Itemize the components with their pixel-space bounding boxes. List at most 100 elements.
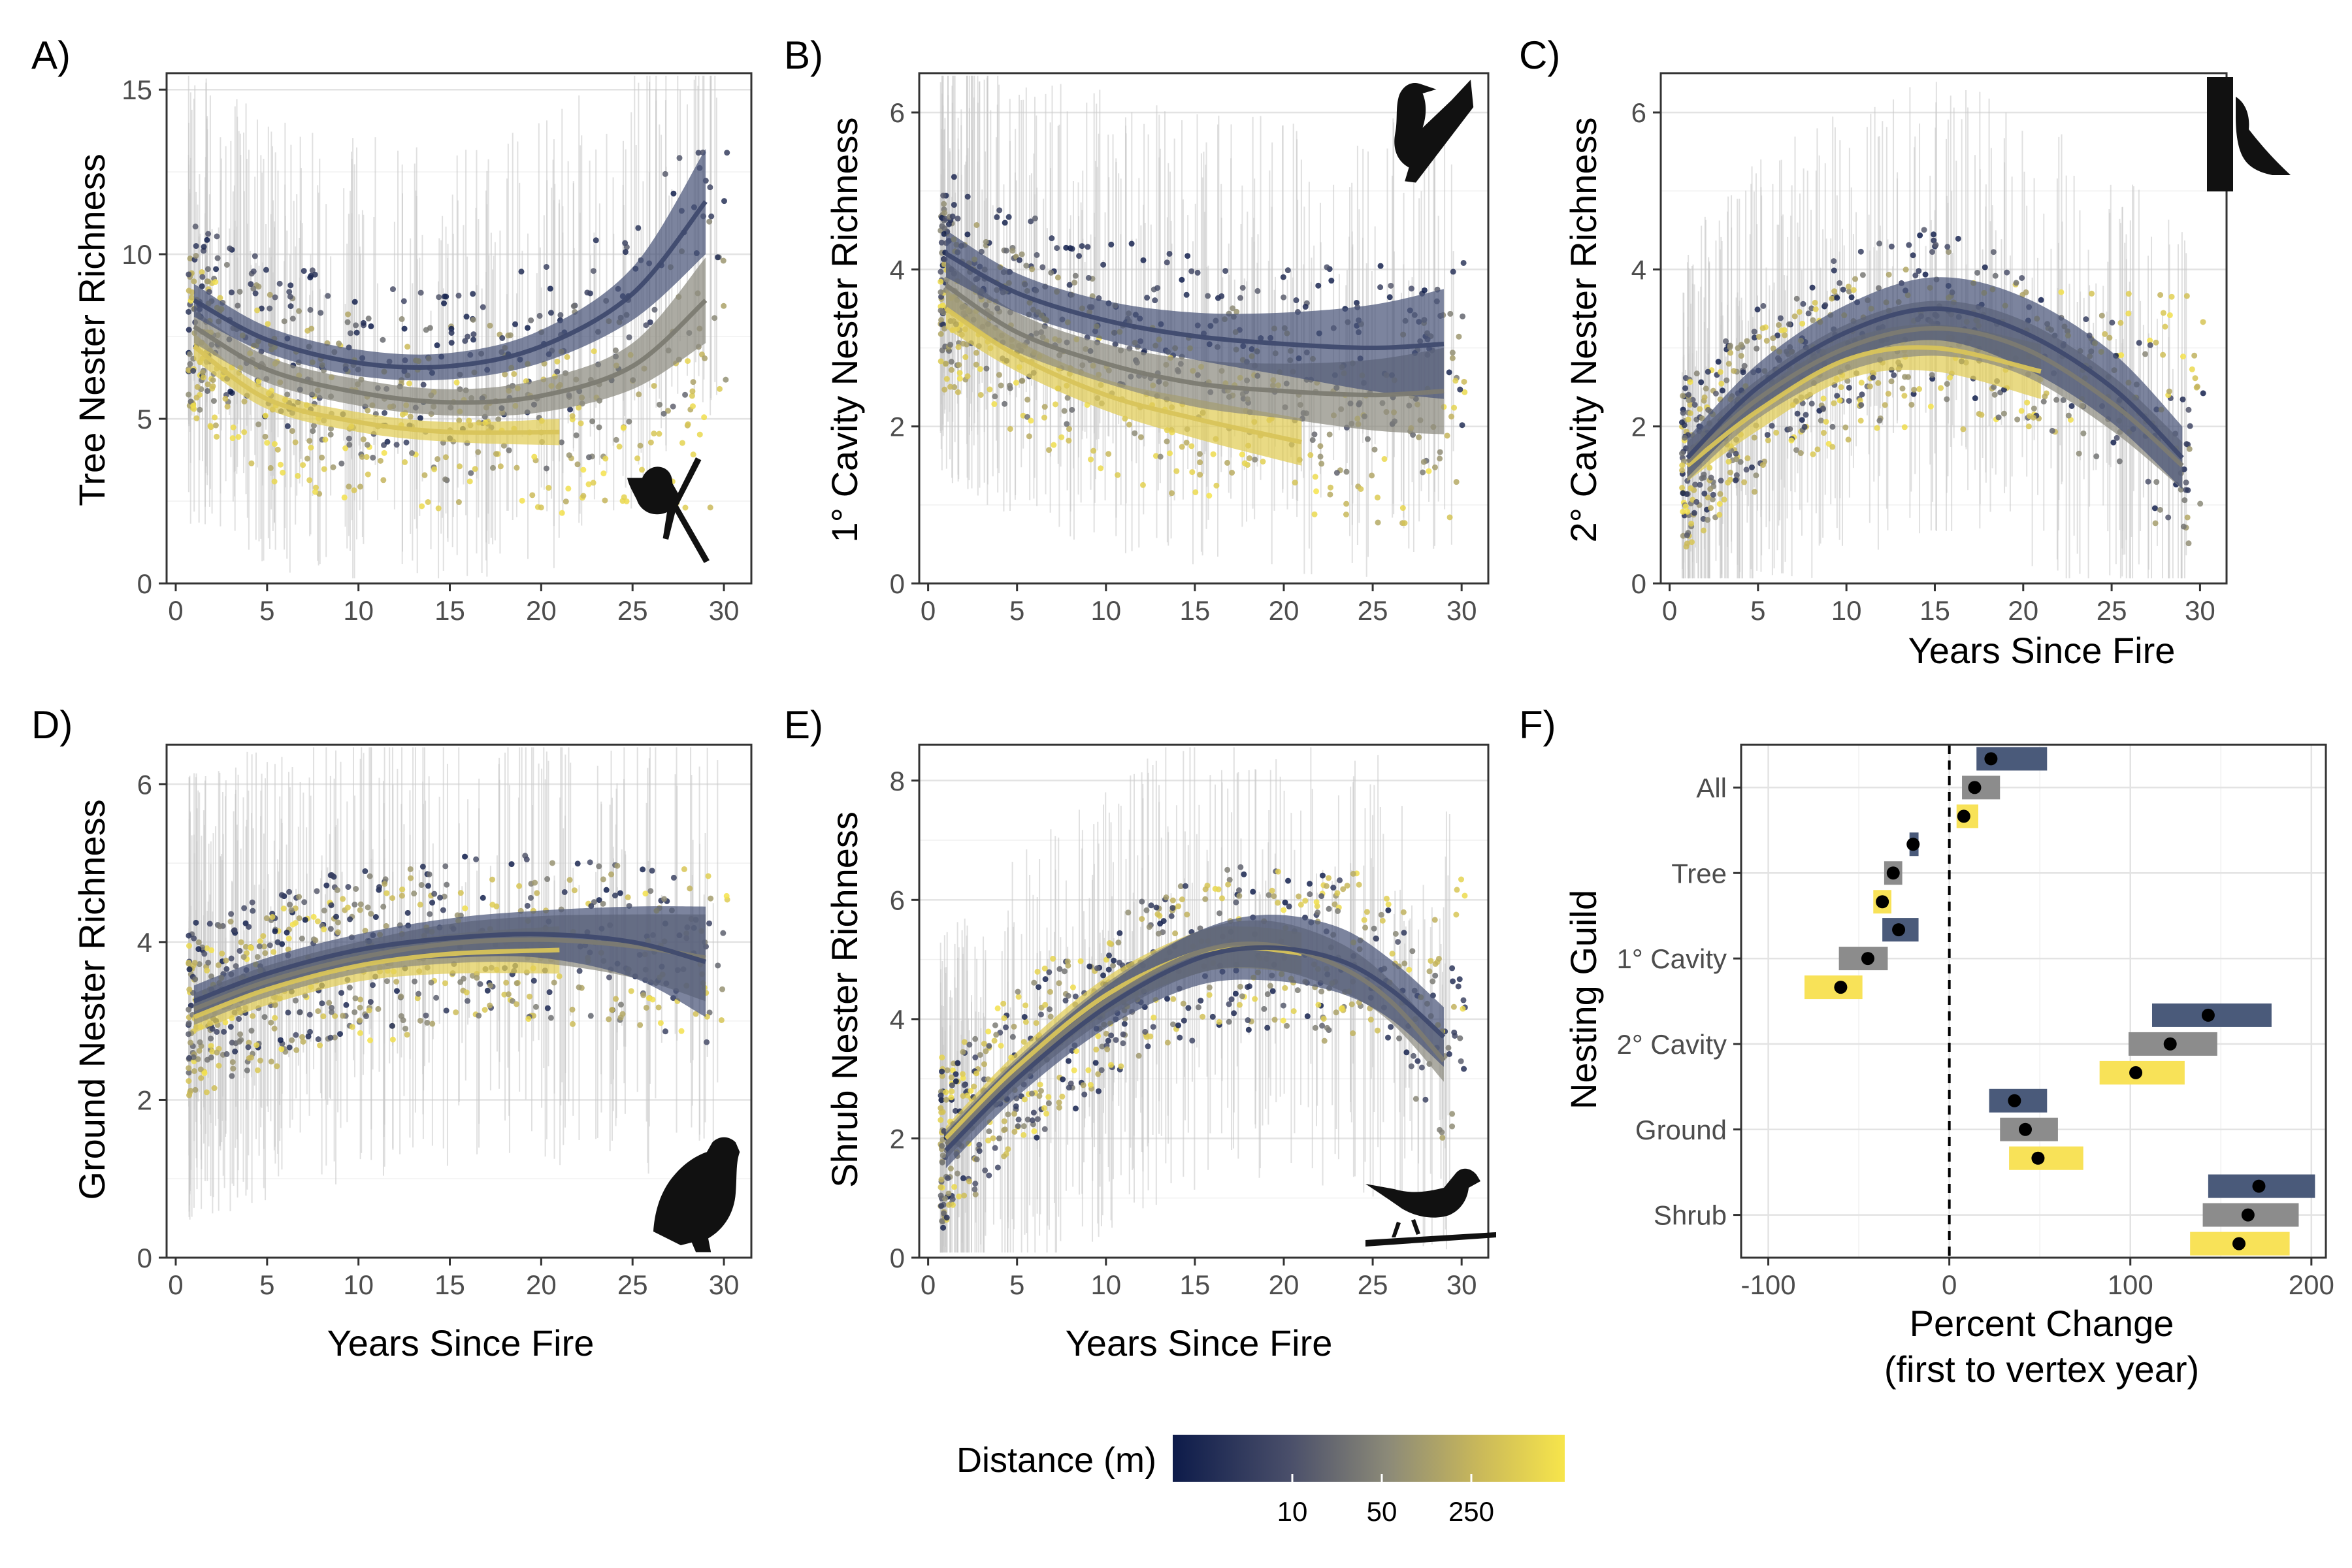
- raw-data-point: [1726, 452, 1733, 459]
- raw-data-point: [2125, 310, 2132, 317]
- raw-data-point: [1317, 443, 1324, 449]
- raw-data-point: [1005, 214, 1012, 220]
- raw-data-point: [417, 289, 424, 296]
- x-tick-label: 25: [1358, 1269, 1388, 1300]
- y-tick-label: 0: [890, 1243, 905, 1273]
- raw-data-point: [1169, 905, 1176, 911]
- raw-data-point: [587, 859, 593, 866]
- raw-data-point: [1175, 1022, 1182, 1028]
- raw-data-point: [271, 441, 278, 448]
- raw-data-point: [1155, 930, 1162, 937]
- raw-data-point: [1079, 243, 1085, 250]
- raw-data-point: [596, 897, 602, 904]
- raw-data-point: [620, 425, 627, 431]
- raw-data-point: [407, 414, 414, 420]
- raw-data-point: [719, 986, 726, 992]
- raw-data-point: [617, 1002, 624, 1008]
- raw-data-point: [1725, 480, 1731, 486]
- raw-data-point: [1059, 1093, 1066, 1100]
- raw-data-point: [959, 1071, 966, 1077]
- raw-data-point: [345, 311, 351, 318]
- raw-data-point: [972, 1191, 979, 1198]
- raw-data-point: [1912, 272, 1919, 279]
- raw-data-point: [193, 253, 199, 259]
- raw-data-point: [1362, 924, 1369, 931]
- raw-data-point: [1687, 379, 1693, 385]
- confidence-ribbon-far: [1687, 324, 2041, 482]
- raw-data-point: [1113, 1037, 1119, 1043]
- raw-data-point: [1319, 872, 1326, 879]
- raw-data-point: [1350, 1030, 1356, 1037]
- raw-data-point: [2114, 434, 2120, 441]
- raw-data-point: [210, 377, 216, 384]
- raw-data-point: [399, 411, 406, 417]
- raw-data-point: [947, 1166, 954, 1172]
- raw-data-point: [325, 293, 331, 299]
- raw-data-point: [302, 917, 308, 923]
- raw-data-point: [332, 1013, 338, 1019]
- raw-data-point: [1315, 282, 1322, 289]
- raw-data-point: [670, 874, 677, 881]
- raw-data-point: [484, 987, 491, 994]
- fitted-line-near: [944, 945, 1446, 1152]
- raw-data-point: [580, 493, 587, 499]
- raw-data-point: [1334, 890, 1341, 896]
- raw-data-point: [690, 451, 696, 458]
- raw-data-point: [1033, 1020, 1039, 1026]
- raw-data-point: [409, 450, 416, 457]
- raw-data-point: [1385, 901, 1392, 907]
- raw-data-point: [1413, 1096, 1419, 1102]
- raw-data-point: [286, 889, 293, 895]
- raw-data-point: [463, 314, 470, 320]
- raw-data-point: [2200, 390, 2206, 397]
- raw-data-point: [295, 472, 301, 479]
- raw-data-point: [287, 303, 294, 310]
- raw-data-point: [210, 383, 216, 389]
- raw-data-point: [1202, 886, 1209, 892]
- raw-data-point: [1422, 1096, 1429, 1103]
- raw-data-point: [346, 442, 353, 448]
- raw-data-point: [1177, 1034, 1183, 1041]
- raw-data-point: [1328, 278, 1335, 284]
- raw-data-point: [596, 863, 602, 870]
- raw-data-point: [524, 902, 531, 909]
- raw-data-point: [1140, 257, 1147, 263]
- x-tick-label: 30: [2185, 595, 2215, 626]
- raw-data-point: [2049, 427, 2055, 434]
- raw-data-point: [1820, 405, 1826, 412]
- raw-data-point: [1326, 875, 1332, 881]
- raw-data-point: [369, 982, 376, 988]
- raw-data-point: [1716, 500, 1723, 507]
- raw-data-point: [1142, 1028, 1149, 1035]
- raw-data-point: [973, 350, 979, 356]
- raw-data-point: [402, 1025, 409, 1032]
- raw-data-point: [1087, 1081, 1094, 1088]
- y-tick-label: 6: [1631, 97, 1646, 128]
- raw-data-point: [1834, 295, 1840, 301]
- raw-data-point: [404, 1032, 410, 1038]
- raw-data-point: [487, 1002, 493, 1009]
- raw-data-point: [1333, 470, 1340, 476]
- raw-data-point: [227, 919, 234, 925]
- raw-data-point: [1453, 479, 1460, 485]
- raw-data-point: [955, 1060, 961, 1066]
- raw-data-point: [212, 414, 218, 421]
- raw-data-point: [352, 995, 359, 1002]
- raw-data-point: [1748, 464, 1755, 470]
- raw-data-point: [312, 271, 318, 278]
- raw-data-point: [2183, 480, 2189, 486]
- raw-data-point: [635, 225, 642, 231]
- raw-data-point: [994, 1164, 1001, 1171]
- x-tick-label: 20: [1269, 1269, 1299, 1300]
- raw-data-point: [1160, 918, 1167, 924]
- raw-data-point: [996, 372, 1002, 378]
- raw-data-point: [1929, 372, 1935, 378]
- raw-data-point: [1448, 414, 1455, 420]
- raw-data-point: [661, 410, 667, 417]
- raw-data-point: [1982, 264, 1988, 270]
- raw-data-point: [1764, 432, 1771, 438]
- raw-data-point: [204, 266, 211, 272]
- raw-data-point: [1003, 248, 1009, 254]
- x-tick-label: 10: [343, 1269, 374, 1300]
- raw-data-point: [985, 1137, 992, 1144]
